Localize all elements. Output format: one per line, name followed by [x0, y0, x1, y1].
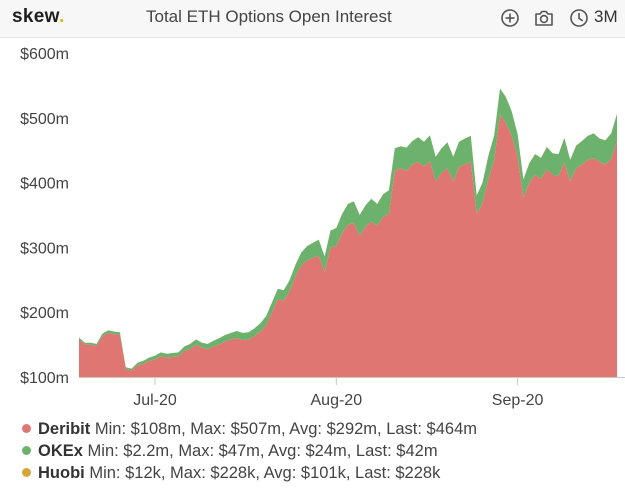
huobi-swatch	[22, 468, 31, 478]
legend-stats: Min: $12k, Max: $228k, Avg: $101k, Last:…	[89, 464, 441, 482]
y-tick-label: $500m	[20, 111, 69, 128]
screenshot-button[interactable]	[533, 7, 555, 29]
legend-name: Deribit	[38, 420, 91, 438]
deribit-area[interactable]	[79, 114, 617, 377]
legend: Deribit Min: $108m, Max: $507m, Avg: $29…	[22, 418, 477, 484]
zoom-in-icon	[501, 9, 519, 27]
legend-stats: Min: $2.2m, Max: $47m, Avg: $24m, Last: …	[87, 442, 438, 460]
y-tick-label: $100m	[20, 370, 69, 387]
legend-name: OKEx	[38, 442, 83, 460]
legend-item-okex[interactable]: OKEx Min: $2.2m, Max: $47m, Avg: $24m, L…	[22, 440, 477, 462]
legend-item-deribit[interactable]: Deribit Min: $108m, Max: $507m, Avg: $29…	[22, 418, 477, 440]
legend-item-huobi[interactable]: Huobi Min: $12k, Max: $228k, Avg: $101k,…	[22, 462, 477, 484]
chart-header: skew. Total ETH Options Open Interest 3M	[0, 0, 625, 38]
y-tick-label: $600m	[20, 46, 69, 63]
x-tick-label: Aug-20	[311, 392, 363, 409]
y-tick-label: $400m	[20, 176, 69, 193]
time-range-label[interactable]: 3M	[594, 7, 618, 26]
x-tick-label: Sep-20	[492, 392, 544, 409]
area-layer	[79, 88, 617, 377]
deribit-swatch	[22, 424, 31, 434]
x-tick-label: Jul-20	[133, 392, 177, 409]
open-interest-chart: $100m $200m $300m $400m $500m $600m Jul-20 Aug-…	[20, 46, 625, 409]
legend-stats: Min: $108m, Max: $507m, Avg: $292m, Last…	[94, 420, 478, 438]
logo-dot: .	[58, 6, 65, 27]
okex-swatch	[22, 446, 31, 456]
y-tick-label: $200m	[20, 305, 69, 322]
y-tick-label: $300m	[20, 240, 69, 257]
zoom-in-button[interactable]	[499, 7, 521, 29]
time-range-button[interactable]	[568, 7, 590, 29]
camera-icon	[535, 10, 553, 26]
skew-logo[interactable]: skew.	[12, 6, 65, 28]
axes-layer: $100m $200m $300m $400m $500m $600m Jul-20 Aug-…	[20, 46, 625, 409]
clock-icon	[570, 9, 588, 27]
logo-text: skew	[12, 6, 59, 27]
chart-title: Total ETH Options Open Interest	[146, 7, 392, 26]
legend-name: Huobi	[38, 464, 85, 482]
